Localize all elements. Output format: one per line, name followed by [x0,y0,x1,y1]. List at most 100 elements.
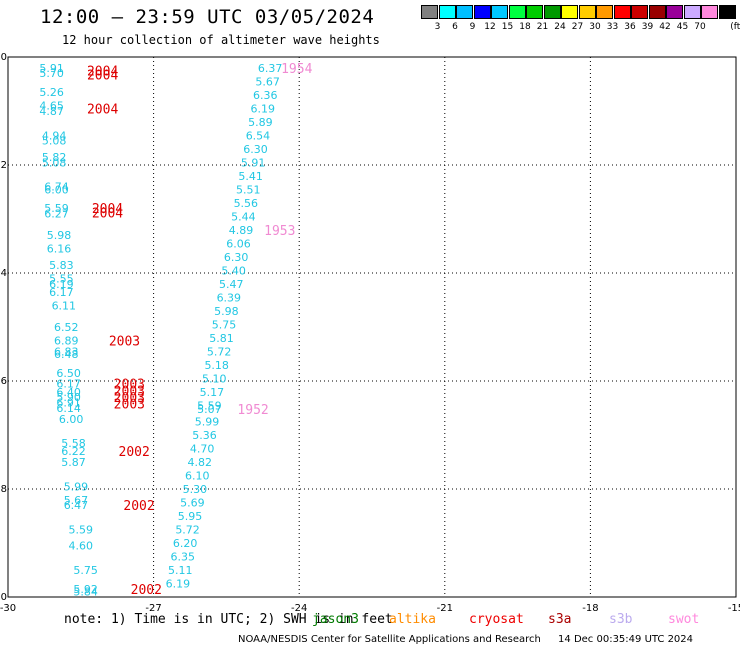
legend-swatch [508,5,526,19]
swh-value: 5.56 [234,197,259,210]
legend-swatch [491,5,508,19]
swh-value: 5.72 [175,524,200,537]
swh-value: 5.67 [64,494,89,507]
legend-label: 42 [659,22,671,32]
swh-value: 5.08 [42,156,67,169]
swh-value: 5.10 [202,372,227,385]
x-tick-label: -24 [291,603,307,612]
swh-value: 5.08 [42,135,67,148]
time-label: 2003 [114,385,145,400]
legend-label: 9 [469,22,476,32]
swh-value: 5.92 [73,583,98,596]
map-frame [7,56,737,598]
legend-label: 12 [484,22,496,32]
swh-value: 5.90 [56,391,81,404]
swh-value: 5.67 [255,75,280,88]
footnote: note: 1) Time is in UTC; 2) SWH is in fe… [64,612,393,627]
time-label: 2004 [87,65,118,80]
y-tick-label: -10 [0,52,7,63]
y-tick-label: -18 [0,484,7,495]
axis-ticks: -30 -27 -24 -21 -18 -15 -10 -12 -14 -16 -18 -20 [0,52,740,612]
swh-value: 5.26 [39,86,64,99]
swh-value: 5.59 [44,202,69,215]
legend-label: 30 [589,22,601,32]
swh-value: 4.94 [42,129,67,142]
legend-swatch [438,5,456,19]
time-label: 2003 [114,398,145,413]
x-tick-label: -30 [0,603,16,612]
swh-value: 6.19 [49,278,74,291]
swh-value: 5.81 [209,332,234,345]
swh-value: 5.11 [168,564,193,577]
swh-value: 5.70 [39,67,64,80]
legend-label: 36 [624,22,636,32]
legend-swatch [456,5,473,19]
swh-value: 6.17 [56,378,81,391]
legend-swatch [596,5,613,19]
legend-swatch [666,5,683,19]
swh-value: 6.30 [224,251,249,264]
time-label: 2003 [114,378,145,393]
swh-value: 6.00 [59,413,84,426]
swh-value: 6.52 [54,321,79,334]
swh-value: 6.40 [56,386,81,399]
legend-swatch [631,5,648,19]
swh-value: 4.65 [39,100,64,113]
time-label: 1953 [264,224,295,239]
legend-swatch [613,5,631,19]
swh-value: 6.36 [253,89,278,102]
swh-value: 6.10 [185,470,210,483]
legend-swatch [473,5,491,19]
y-tick-label: -20 [0,592,7,603]
legend-label: 33 [606,22,619,32]
swh-value: 6.11 [52,299,77,312]
swh-value: 6.54 [246,129,271,142]
track-west: 5.915.705.264.654.874.945.085.825.086.74… [39,62,97,599]
swh-tracks: 5.915.705.264.654.874.945.085.825.086.74… [39,62,282,599]
swh-value: 5.95 [178,510,203,523]
y-tick-label: -14 [0,268,7,279]
swh-value: 6.91 [56,397,81,410]
track-east: 6.375.676.366.195.896.546.305.915.415.51… [166,62,283,591]
swh-value: 5.72 [207,345,232,358]
y-tick-label: -16 [0,376,7,387]
swh-value: 6.47 [64,499,89,512]
swh-value: 6.06 [226,237,251,250]
map-grid [7,56,737,598]
legend-label: 3 [434,22,441,32]
time-label: 2003 [114,391,145,406]
legend-label: 6 [452,22,458,32]
legend-label: 39 [641,22,654,32]
time-label: 2004 [92,202,123,217]
swh-value: 6.30 [243,143,268,156]
swh-value: 4.60 [69,540,94,553]
page-subtitle: 12 hour collection of altimeter wave hei… [62,33,380,47]
legend-swatch [648,5,666,19]
swh-value: 6.89 [54,335,79,348]
swh-value: 6.74 [44,181,69,194]
swh-value: 4.70 [190,443,215,456]
satellite-s3a: s3a [548,612,572,627]
swh-value: 5.99 [64,480,89,493]
legend-label: 15 [501,22,514,32]
swh-value: 6.37 [258,62,283,75]
swh-value: 6.19 [166,578,191,591]
swh-value: 5.82 [42,151,67,164]
legend-swatch [701,5,718,19]
swh-value: 5.75 [73,564,98,577]
y-tick-label: -12 [0,160,7,171]
swh-value: 4.87 [39,105,64,118]
time-label: 2004 [92,207,123,222]
credit-text: NOAA/NESDIS Center for Satellite Applica… [238,634,541,645]
swh-value: 5.89 [248,116,273,129]
swh-value: 4.82 [187,456,212,469]
swh-value: 6.35 [170,551,195,564]
legend-label: 45 [676,22,689,32]
time-label: 2002 [131,583,162,598]
swh-value: 5.91 [39,62,64,75]
x-tick-label: -18 [582,603,598,612]
page-title: 12:00 – 23:59 UTC 03/05/2024 [40,6,375,28]
swh-value: 5.69 [180,497,205,510]
legend-swatch [421,5,438,19]
swh-value: 5.83 [49,259,74,272]
